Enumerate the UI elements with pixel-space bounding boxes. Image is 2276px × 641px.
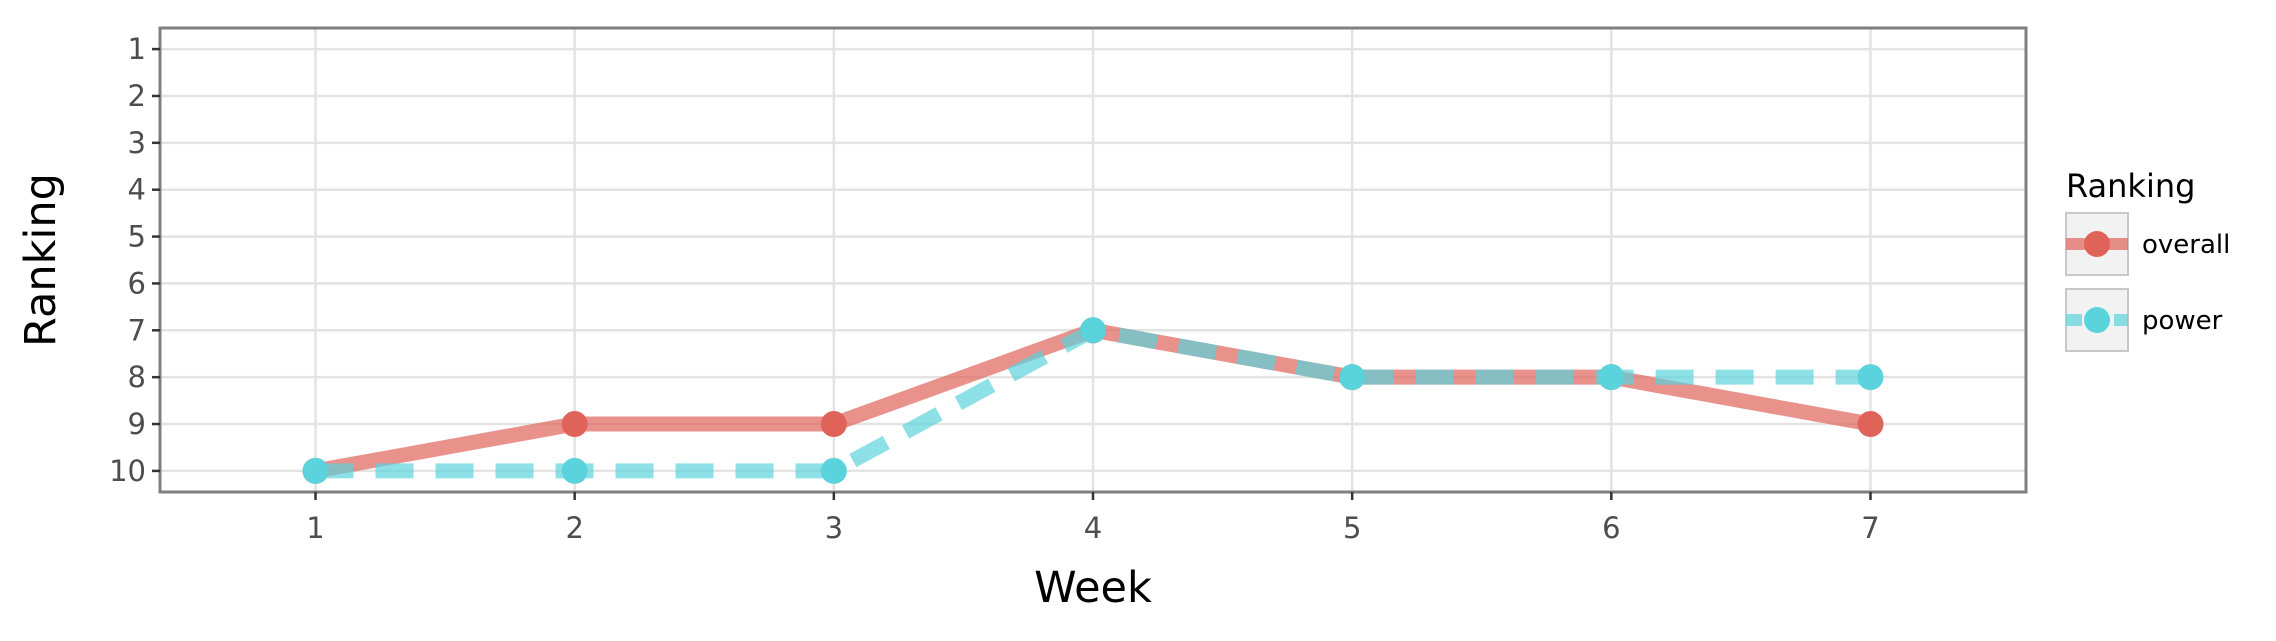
legend: Ranking overall power — [2065, 167, 2230, 352]
y-tick-label: 9 — [128, 407, 146, 441]
data-point-overall — [820, 411, 847, 438]
x-axis-title: Week — [1034, 563, 1152, 613]
series-points — [302, 317, 1884, 484]
data-point-power — [1857, 364, 1884, 391]
y-tick-label: 6 — [128, 266, 146, 300]
legend-marker-power — [2084, 307, 2110, 333]
y-tick-label: 8 — [128, 360, 146, 394]
data-point-power — [1598, 364, 1625, 391]
legend-label-power: power — [2142, 306, 2223, 336]
x-tick-label: 1 — [306, 511, 324, 545]
y-tick-label: 1 — [128, 32, 146, 66]
legend-label-overall: overall — [2142, 230, 2230, 260]
legend-title: Ranking — [2066, 167, 2195, 205]
data-point-power — [302, 457, 329, 484]
y-tick-label: 5 — [128, 220, 146, 254]
data-point-power — [1080, 317, 1106, 344]
data-point-power — [561, 457, 588, 484]
y-tick-label: 10 — [109, 454, 146, 488]
y-tick-label: 3 — [128, 126, 146, 160]
data-point-power — [1339, 364, 1366, 391]
x-tick-label: 7 — [1861, 511, 1879, 545]
y-axis-ticks: 1 2 3 4 5 6 7 8 9 10 — [109, 32, 160, 488]
x-tick-label: 5 — [1343, 511, 1361, 545]
data-point-overall — [561, 411, 588, 438]
x-axis-ticks: 1 2 3 4 5 6 7 — [306, 492, 1880, 545]
x-tick-label: 2 — [565, 511, 583, 545]
x-tick-label: 4 — [1084, 511, 1102, 545]
x-tick-label: 3 — [825, 511, 843, 545]
data-point-overall — [1857, 411, 1884, 438]
y-tick-label: 2 — [128, 79, 146, 113]
x-tick-label: 6 — [1602, 511, 1620, 545]
y-axis-title: Ranking — [16, 173, 66, 347]
legend-marker-overall — [2084, 231, 2110, 257]
y-tick-label: 7 — [128, 313, 146, 347]
data-point-power — [820, 457, 847, 484]
y-tick-label: 4 — [128, 173, 146, 207]
